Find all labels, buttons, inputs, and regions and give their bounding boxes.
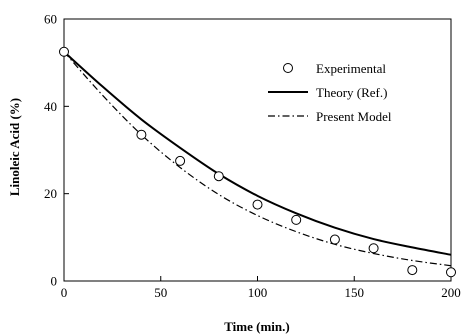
y-tick-label: 60 xyxy=(44,12,57,27)
x-tick-label: 100 xyxy=(248,285,268,300)
data-point xyxy=(59,46,69,57)
series-line-present-model xyxy=(63,51,452,267)
data-point xyxy=(136,129,147,140)
y-tick-label: 20 xyxy=(44,186,57,201)
data-point xyxy=(252,199,263,210)
x-tick-label: 200 xyxy=(441,285,461,300)
data-point xyxy=(368,243,379,254)
plot-area: 0 50 100 150 200 0 20 40 60 xyxy=(44,12,461,301)
legend-marker xyxy=(283,63,293,73)
legend: Experimental Theory (Ref.) Present Model xyxy=(268,61,392,124)
data-point xyxy=(329,234,340,245)
x-axis-title: Time (min.) xyxy=(224,319,289,334)
x-tick-label: 50 xyxy=(154,285,167,300)
series-line-theory-ref xyxy=(63,51,452,256)
plot-frame xyxy=(63,18,452,282)
x-tick-label: 0 xyxy=(61,285,68,300)
legend-label: Present Model xyxy=(316,109,392,124)
legend-label: Theory (Ref.) xyxy=(316,85,387,100)
y-tick-label: 40 xyxy=(44,99,57,114)
data-point xyxy=(175,155,186,166)
y-tick-label: 0 xyxy=(51,274,58,289)
data-point xyxy=(407,265,418,276)
x-tick-label: 150 xyxy=(345,285,365,300)
data-point xyxy=(446,267,456,278)
data-point xyxy=(213,171,224,182)
data-point xyxy=(291,214,302,225)
legend-label: Experimental xyxy=(316,61,386,76)
y-axis-title: Linoleic Acid (%) xyxy=(7,98,22,196)
